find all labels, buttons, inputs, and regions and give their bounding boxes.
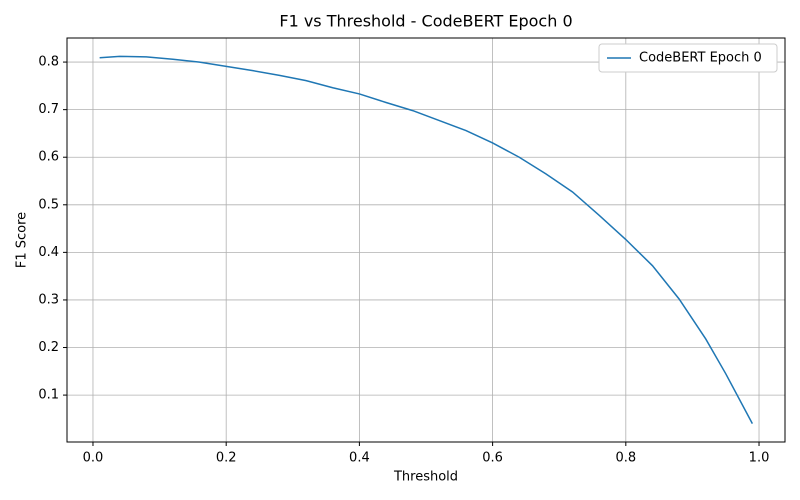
- x-tick-label: 0.2: [216, 451, 237, 466]
- line-series: [99, 55, 754, 424]
- y-tick-label: 0.2: [38, 340, 59, 355]
- legend-box: [598, 43, 778, 73]
- x-tick-label: 1.0: [749, 451, 770, 466]
- y-tick-label: 0.3: [38, 292, 59, 307]
- x-tick-label: 0.6: [482, 451, 503, 466]
- x-axis-label: Threshold: [393, 470, 458, 485]
- y-tick-label: 0.4: [38, 245, 59, 260]
- y-axis-label: F1 Score: [15, 212, 30, 268]
- x-tick-label: 0.4: [349, 451, 370, 466]
- x-tick-label: 0.8: [615, 451, 636, 466]
- chart-title: F1 vs Threshold - CodeBERT Epoch 0: [279, 12, 572, 31]
- y-tick-label: 0.7: [38, 102, 59, 117]
- y-tick-label: 0.5: [38, 197, 59, 212]
- plot-frame: [66, 37, 786, 443]
- x-tick-label: 0.0: [83, 451, 104, 466]
- y-tick-label: 0.8: [38, 55, 59, 70]
- legend-label: CodeBERT Epoch 0: [639, 51, 762, 66]
- y-tick-label: 0.1: [38, 388, 59, 403]
- y-tick-label: 0.6: [38, 150, 59, 165]
